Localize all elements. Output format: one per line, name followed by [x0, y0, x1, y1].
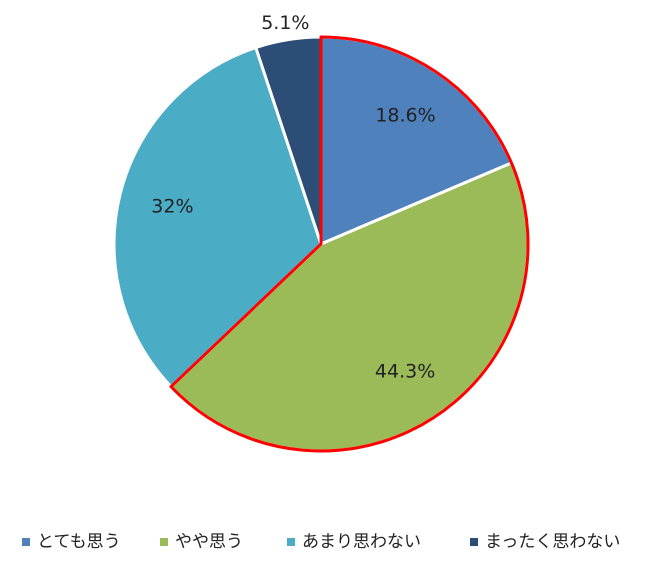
pie-slice	[112, 45, 323, 389]
legend: とても思う やや思う あまり思わない まったく思わない	[22, 532, 620, 552]
legend-swatch	[470, 538, 478, 546]
data-label: 44.3%	[375, 361, 435, 383]
pie: 18.6% 44.3% 32% 5.1%	[112, 12, 530, 453]
legend-label: まったく思わない	[485, 532, 620, 552]
legend-label: やや思う	[175, 532, 243, 552]
highlight-outline	[169, 35, 530, 453]
legend-swatch	[160, 538, 168, 546]
legend-swatch	[22, 538, 30, 546]
data-label: 5.1%	[261, 12, 309, 34]
data-label: 32%	[151, 195, 193, 217]
legend-label: あまり思わない	[302, 532, 421, 552]
data-label: 18.6%	[375, 105, 435, 127]
legend-label: とても思う	[37, 532, 121, 552]
legend-swatch	[287, 538, 295, 546]
